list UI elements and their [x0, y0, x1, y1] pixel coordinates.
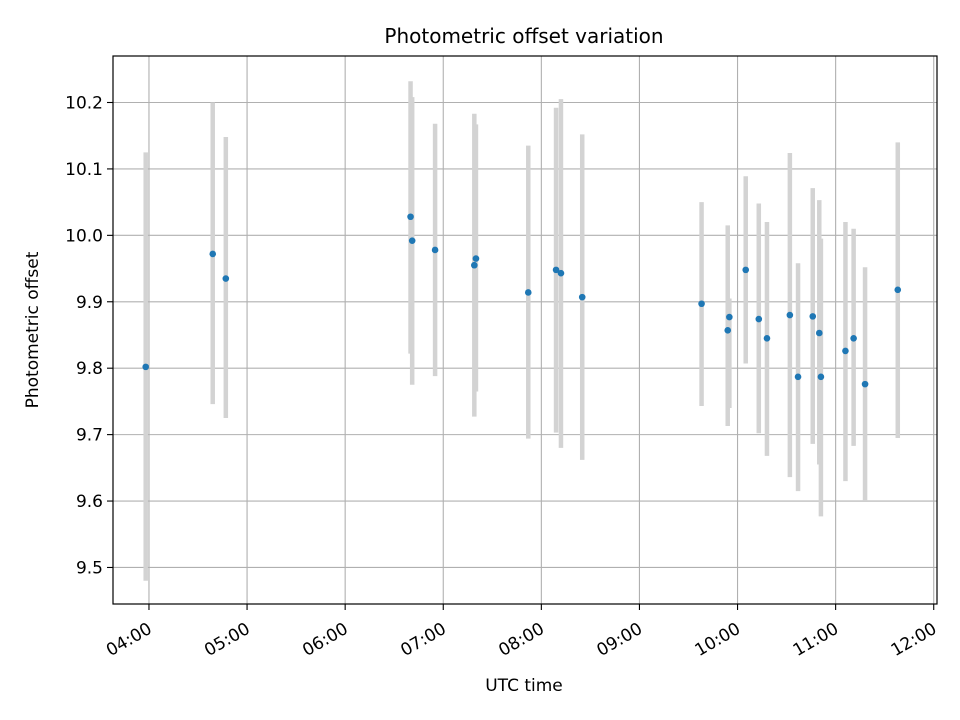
plot-frame	[112, 55, 938, 605]
y-tick-label: 10.2	[65, 93, 103, 113]
data-point	[726, 313, 733, 321]
data-point	[142, 363, 149, 371]
y-tick-label: 9.9	[76, 293, 103, 313]
data-point	[524, 289, 532, 296]
data-point	[842, 347, 849, 355]
y-tick-label: 9.7	[76, 426, 103, 446]
data-point	[471, 261, 478, 269]
data-point	[815, 329, 823, 337]
x-axis-label: UTC time	[485, 676, 563, 696]
data-points	[142, 213, 902, 388]
x-tick-label: 07:00	[397, 619, 449, 661]
y-tick-label: 10.1	[65, 160, 103, 180]
x-tick-label: 12:00	[888, 619, 940, 661]
y-axis: 9.5 9.6 9.7 9.8 9.9 10.0 10.1 10.2	[65, 93, 113, 578]
data-point	[817, 373, 825, 381]
data-point	[431, 246, 439, 254]
y-tick-label: 9.6	[76, 492, 103, 512]
y-tick-label: 9.5	[76, 558, 103, 578]
data-point	[763, 335, 771, 342]
y-tick-label: 10.0	[65, 226, 103, 246]
x-tick-label: 04:00	[103, 619, 155, 661]
data-point	[578, 293, 586, 301]
data-point	[742, 266, 750, 274]
data-point	[552, 266, 560, 274]
data-point	[755, 315, 763, 323]
y-tick-label: 9.8	[76, 359, 103, 379]
data-point	[698, 300, 705, 308]
x-tick-label: 05:00	[201, 619, 253, 661]
error-bars	[143, 81, 901, 581]
y-axis-label: Photometric offset	[23, 251, 43, 408]
x-tick-label: 09:00	[594, 619, 646, 661]
x-tick-label: 06:00	[299, 619, 351, 661]
data-point	[724, 327, 732, 334]
data-point	[786, 311, 794, 319]
data-point	[850, 335, 857, 342]
chart-title: Photometric offset variation	[384, 24, 663, 48]
x-tick-label: 08:00	[495, 619, 547, 661]
x-tick-label: 11:00	[790, 619, 842, 661]
data-point	[472, 255, 480, 262]
data-point	[557, 269, 565, 277]
data-point	[861, 380, 869, 388]
data-point	[408, 237, 416, 244]
data-point	[209, 250, 217, 258]
data-point	[407, 213, 414, 221]
x-tick-label: 10:00	[692, 619, 744, 661]
data-point	[809, 313, 817, 320]
data-point	[222, 275, 230, 282]
data-point	[894, 286, 902, 294]
x-axis: 04:00 05:00 06:00 07:00 08:00 09:00 10:00 11:00…	[103, 604, 940, 661]
data-point	[794, 373, 802, 381]
